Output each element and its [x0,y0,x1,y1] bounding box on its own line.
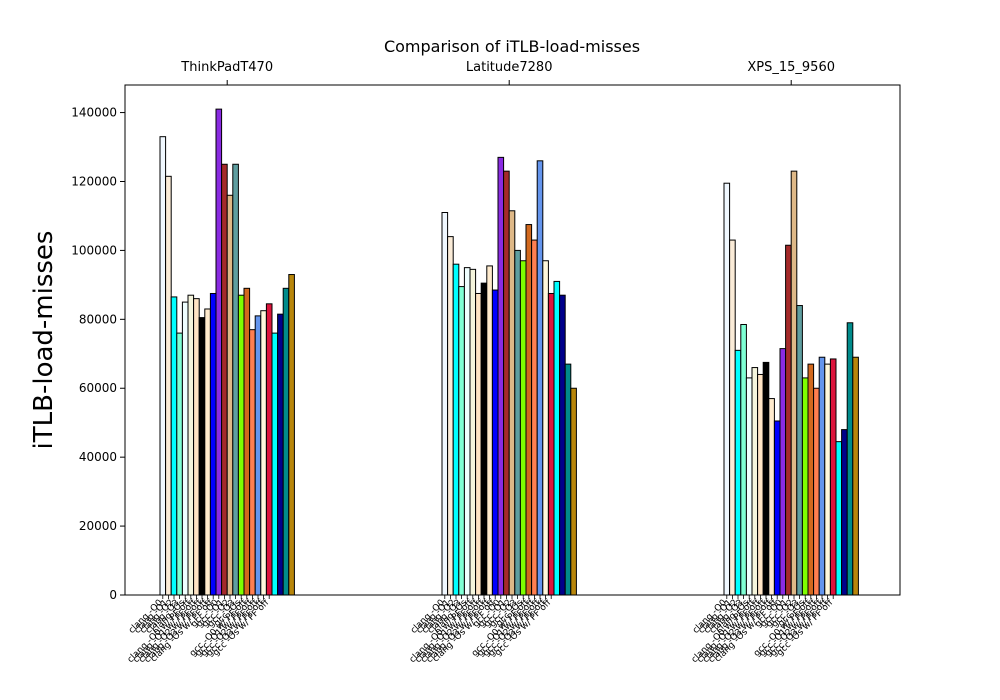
bar [503,170,510,596]
bar [187,294,195,596]
bar [469,268,477,596]
bar [475,292,482,596]
bar [232,163,239,596]
bar [559,294,566,596]
y-tick-label: 80000 [79,312,117,326]
bar [729,239,736,596]
bar [181,301,189,596]
plot-frame [124,84,901,596]
y-axis: 0 20000 40000 60000 80000 100000 120000 140000 [71,106,125,602]
bar [740,323,747,596]
bar [796,305,803,596]
bar [221,163,228,596]
bar [271,332,279,596]
bar [243,287,251,596]
bar [553,280,561,596]
bar [204,308,211,596]
bar [542,260,549,596]
bar [282,287,290,596]
bar [170,296,178,596]
bar [779,348,787,596]
group-label: ThinkPadT470 [180,60,273,75]
bar [745,377,753,596]
y-tick-label: 20000 [79,519,117,533]
bar [570,387,577,596]
bar [768,398,775,596]
y-axis-label: iTLB-load-misses [29,231,59,450]
bar [249,329,256,596]
bar [508,210,516,596]
bar [762,361,770,596]
bar [193,298,200,596]
bar [734,349,742,596]
bar [801,377,809,596]
bar [463,267,471,596]
bar [458,286,465,596]
bar [260,310,267,596]
bar [835,441,843,596]
bar [198,317,206,596]
group-label: XPS_15_9560 [747,60,835,75]
bar [452,263,460,596]
bar [773,420,781,596]
bar [159,136,167,596]
bar [723,182,731,596]
bar [564,363,572,596]
bar [447,236,454,596]
bar [514,249,521,596]
bar [254,315,262,596]
bar [785,244,792,596]
bar [757,373,764,596]
bar [491,289,499,596]
y-tick-label: 40000 [79,450,117,464]
bar [846,322,854,596]
y-tick-label: 140000 [71,106,117,120]
y-tick-label: 0 [109,588,117,602]
bar [176,332,183,596]
bar [215,108,223,596]
y-tick-label: 60000 [79,381,117,395]
bar [536,160,544,596]
group-label: Latitude7280 [466,60,553,75]
chart-title: Comparison of iTLB-load-misses [384,37,640,56]
bar [829,358,837,596]
group-labels: ThinkPadT470 Latitude7280 XPS_15_9560 [180,60,835,85]
y-tick-label: 100000 [71,243,117,257]
bar [519,260,527,596]
bar [852,356,859,596]
bar [790,170,798,596]
bar [841,429,848,596]
bar [486,265,493,596]
bar [277,313,284,596]
bar [751,367,759,596]
bar [813,387,820,596]
bar [237,294,245,596]
bar [209,292,217,596]
bar [807,363,815,596]
bar [226,194,234,596]
bar [480,282,488,596]
bar [288,274,295,596]
y-tick-label: 120000 [71,174,117,188]
bar [441,212,449,596]
bar [265,303,273,596]
bar [824,363,831,596]
bar [497,156,505,596]
bar [531,239,538,596]
bar [547,292,555,596]
bar [165,175,172,596]
bar [818,356,826,596]
bar [525,224,533,596]
